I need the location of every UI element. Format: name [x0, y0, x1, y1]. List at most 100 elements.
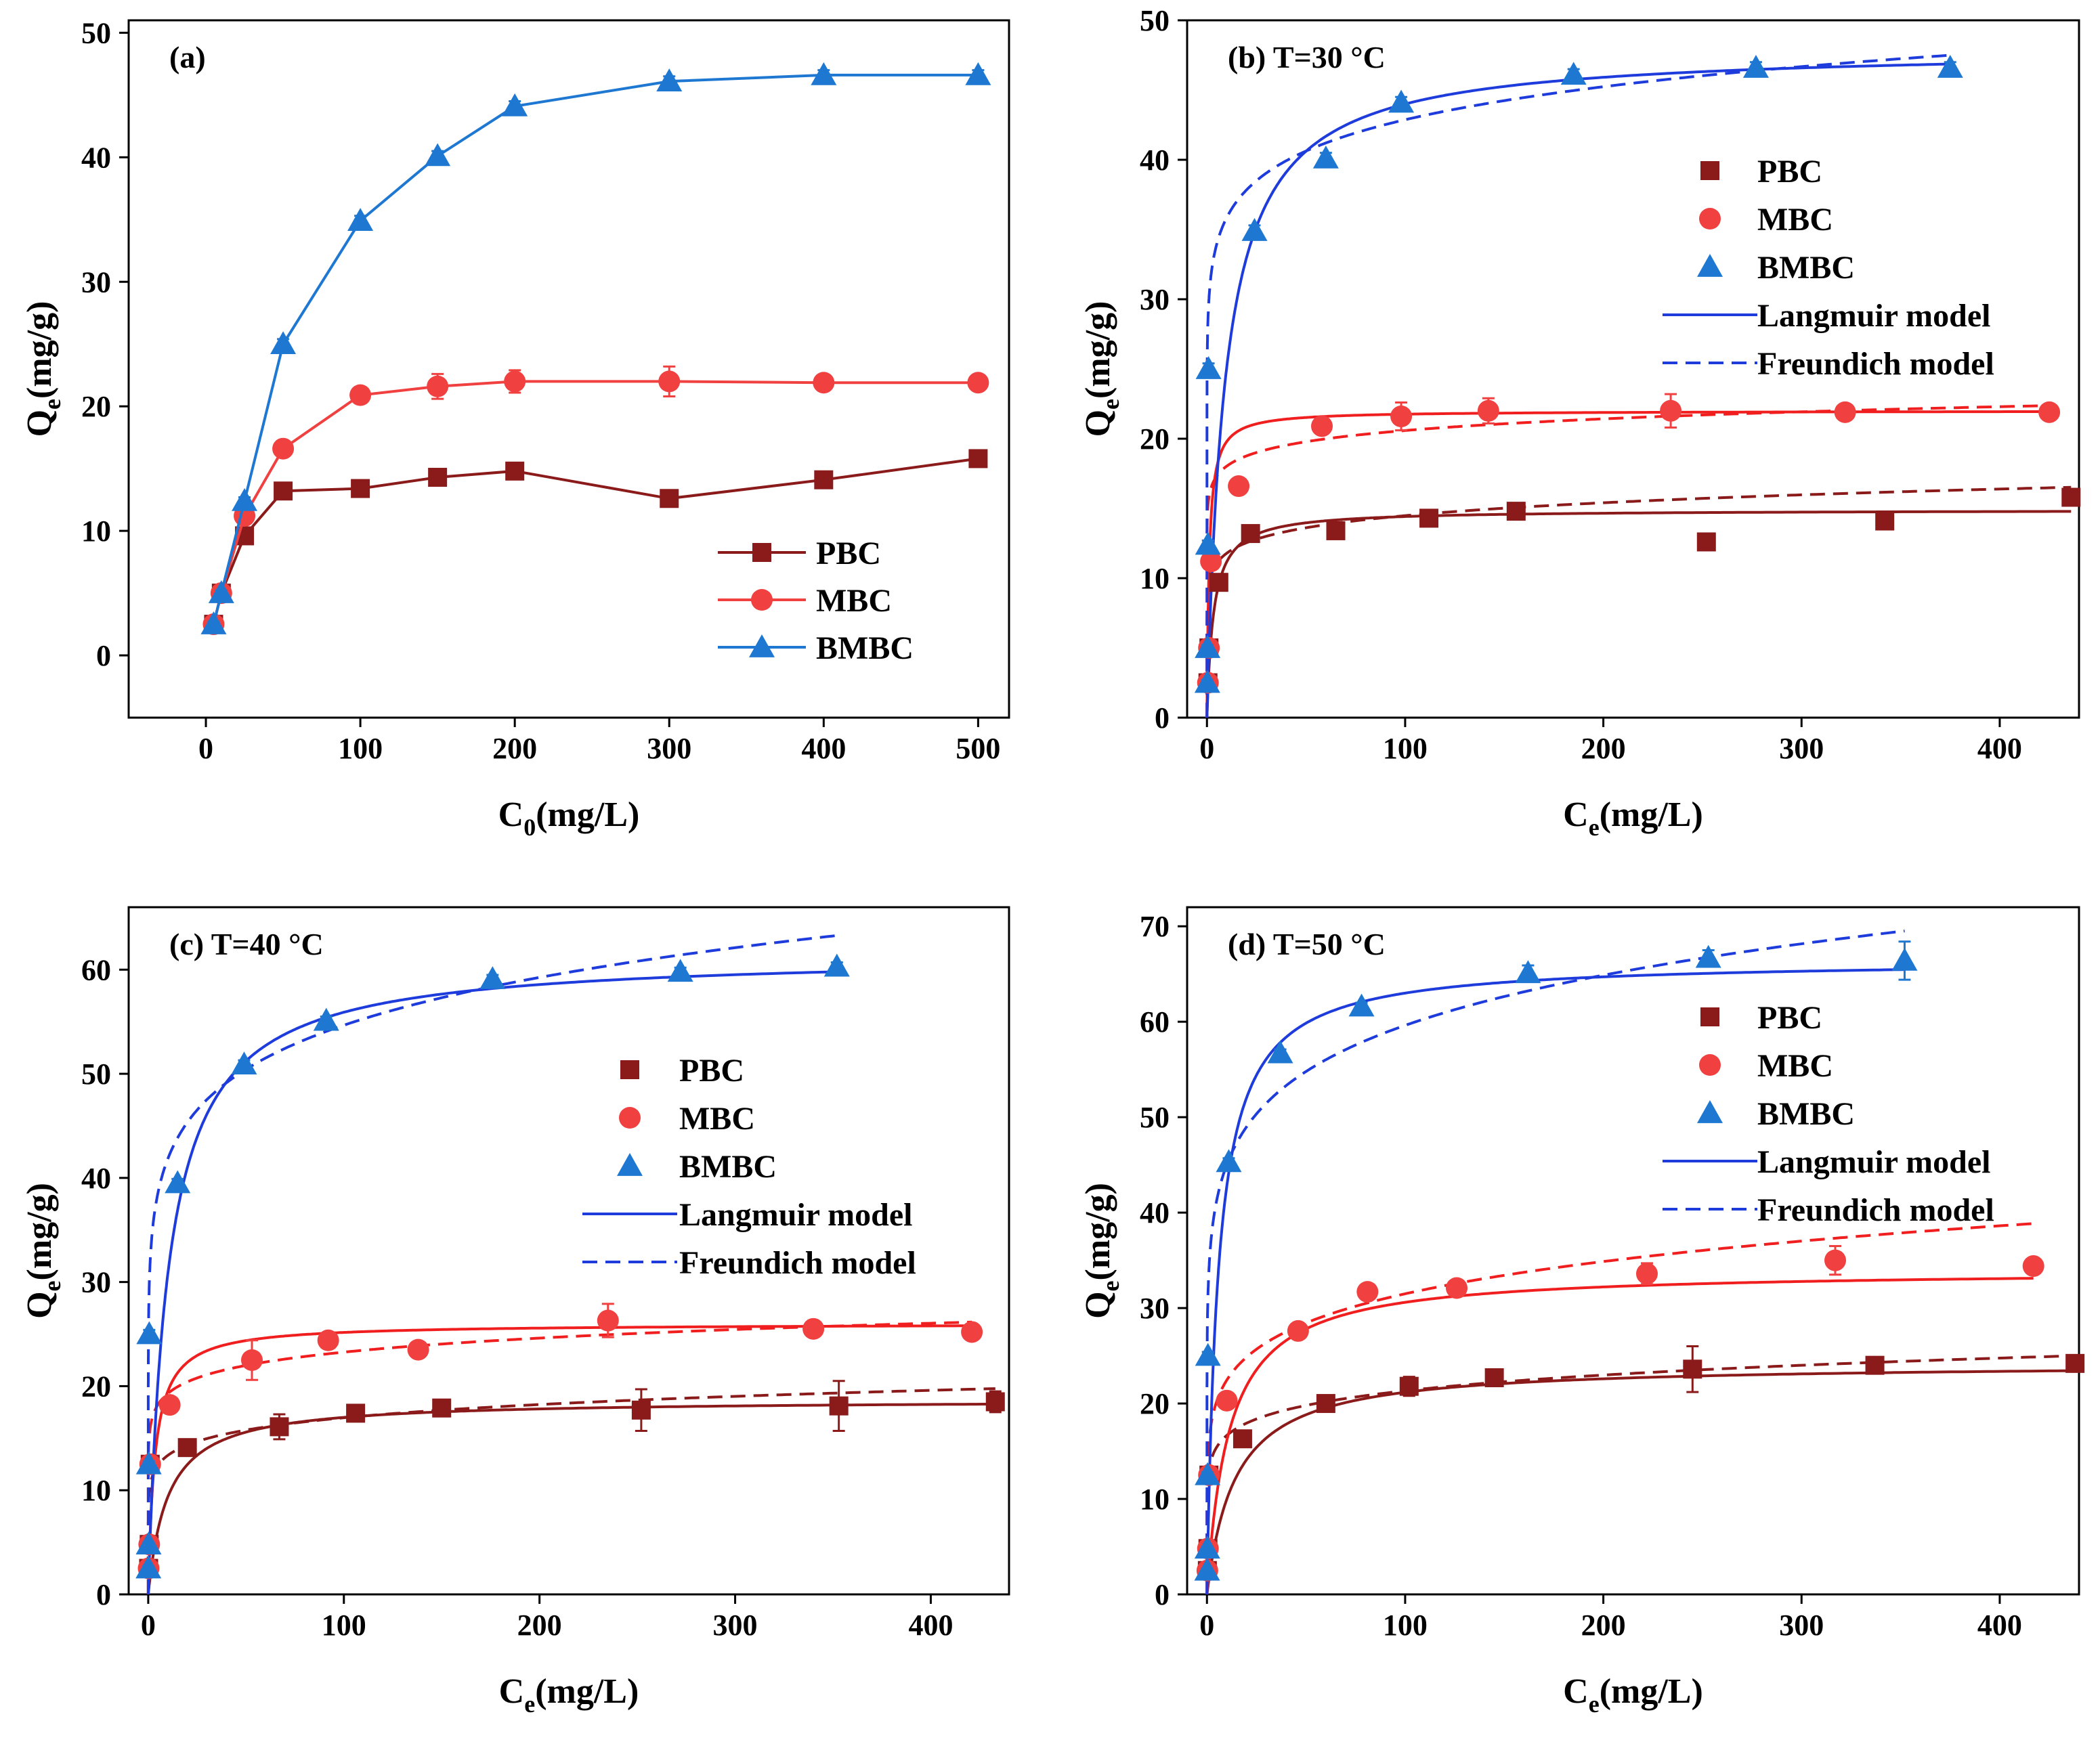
- pbc-point: [2061, 487, 2081, 507]
- x-axis-label: Ce(mg/L): [1563, 1672, 1703, 1718]
- x-tick-label: 200: [517, 1609, 562, 1642]
- legend-mbc: MBC: [1699, 1048, 1833, 1084]
- legend-marker: [1699, 1054, 1721, 1076]
- bmbc-point: [1195, 356, 1222, 379]
- bmbc-point: [1216, 1149, 1242, 1173]
- pbc-point: [1233, 1429, 1252, 1449]
- y-tick-label: 10: [81, 515, 111, 548]
- legend-label: Freundich model: [679, 1245, 916, 1281]
- bmbc-point: [667, 959, 693, 982]
- mbc-point: [597, 1309, 619, 1332]
- legend-label: Langmuir model: [1757, 298, 1990, 334]
- y-tick-label: 0: [1155, 1578, 1170, 1611]
- y-tick-label: 40: [1140, 144, 1170, 177]
- mbc-point: [317, 1329, 339, 1351]
- panel-title: (c) T=40 °C: [169, 927, 324, 961]
- mbc-point: [1228, 475, 1250, 498]
- pbc-freundich-fit: [1205, 1354, 2076, 1594]
- y-tick-label: 30: [1140, 1292, 1170, 1325]
- legend-label: Freundich model: [1757, 1192, 1994, 1228]
- bmbc-point: [1195, 1462, 1221, 1485]
- pbc-langmuir-fit: [1205, 510, 2072, 718]
- panel-b: 0 100 200 300 400 0 10 20 30 40 50 Ce(mg/L) Qe(mg/g)…: [1079, 4, 2081, 841]
- bmbc-freundich-fit: [146, 934, 838, 1594]
- y-tick-label: 10: [1140, 562, 1170, 595]
- legend-label: PBC: [1757, 154, 1822, 190]
- pbc-point: [829, 1396, 849, 1416]
- bmbc-line: [212, 73, 979, 625]
- panel-title: (a): [169, 40, 206, 74]
- mbc-point: [2022, 1255, 2044, 1278]
- mbc-point: [1287, 1320, 1309, 1342]
- bmbc-point: [1194, 1557, 1220, 1581]
- x-tick-label: 100: [322, 1609, 366, 1642]
- y-axis-label: Qe(mg/g): [20, 1183, 66, 1319]
- bmbc-point: [1267, 1040, 1293, 1064]
- pbc-point: [346, 1403, 366, 1423]
- x-axis-label: C0(mg/L): [498, 795, 640, 841]
- x-tick-label: 0: [1199, 732, 1214, 765]
- mbc-point: [1477, 399, 1499, 422]
- legend-freundich-model: Freundich model: [1663, 1192, 1994, 1228]
- y-tick-label: 20: [81, 390, 111, 423]
- pbc-point: [1241, 524, 1260, 544]
- legend-mbc: MBC: [619, 1101, 755, 1137]
- y-tick-label: 0: [1155, 701, 1170, 735]
- pbc-point: [1419, 508, 1439, 528]
- bmbc-point: [231, 1051, 257, 1075]
- mbc-point: [1311, 415, 1333, 437]
- mbc-point: [2038, 401, 2061, 423]
- mbc-point: [272, 437, 295, 460]
- bmbc-point: [1891, 947, 1918, 971]
- pbc-point: [1326, 521, 1346, 540]
- legend-label: Freundich model: [1757, 346, 1994, 382]
- legend-marker: [619, 1107, 641, 1129]
- legend-bmbc: BMBC: [1697, 1096, 1855, 1132]
- plot-frame: [1186, 906, 2080, 1596]
- plot-frame: [127, 19, 1010, 719]
- legend-pbc: PBC: [1700, 154, 1822, 190]
- y-tick-label: 20: [1140, 422, 1170, 456]
- legend-label: PBC: [1757, 1000, 1822, 1036]
- bmbc-point: [1195, 1343, 1221, 1366]
- legend-langmuir-model: Langmuir model: [1663, 298, 1990, 334]
- y-axis-label: Qe(mg/g): [1079, 301, 1124, 437]
- pbc-line: [212, 457, 979, 625]
- mbc-freundich-fit: [146, 1320, 972, 1594]
- pbc-point: [985, 1392, 1005, 1412]
- bmbc-point: [965, 62, 991, 85]
- mbc-line: [212, 380, 979, 625]
- legend-pbc: PBC: [718, 536, 881, 571]
- bmbc-point: [1695, 944, 1721, 968]
- legend-label: MBC: [1757, 1048, 1833, 1084]
- legend-marker: [1700, 1007, 1719, 1026]
- pbc-point: [1506, 502, 1526, 521]
- mbc-freundich-fit: [1205, 404, 2050, 718]
- pbc-point: [1683, 1359, 1702, 1379]
- panel-title: (d) T=50 °C: [1228, 927, 1386, 961]
- legend-mbc: MBC: [718, 583, 892, 619]
- y-tick-label: 30: [81, 265, 111, 299]
- bmbc-point: [232, 487, 258, 511]
- legend-pbc: PBC: [1700, 1000, 1822, 1036]
- bmbc-freundich-fit: [1205, 930, 1905, 1594]
- y-tick-label: 10: [1140, 1483, 1170, 1516]
- legend-bmbc: BMBC: [1697, 250, 1855, 286]
- bmbc-point: [1560, 62, 1587, 85]
- legend-marker: [1697, 1100, 1723, 1123]
- bmbc-point: [135, 1555, 162, 1579]
- mbc-point: [427, 375, 449, 397]
- x-tick-label: 100: [1383, 732, 1428, 765]
- y-tick-label: 0: [96, 1578, 111, 1611]
- pbc-point: [814, 470, 834, 489]
- bmbc-point: [823, 953, 850, 977]
- bmbc-point: [1312, 145, 1339, 169]
- bmbc-point: [1937, 55, 1963, 78]
- mbc-point: [1356, 1281, 1379, 1303]
- bmbc-point: [200, 611, 227, 634]
- y-axis-label: Qe(mg/g): [1079, 1183, 1124, 1319]
- mbc-point: [1446, 1277, 1468, 1299]
- bmbc-point: [135, 1531, 162, 1555]
- legend-label: BMBC: [816, 630, 914, 666]
